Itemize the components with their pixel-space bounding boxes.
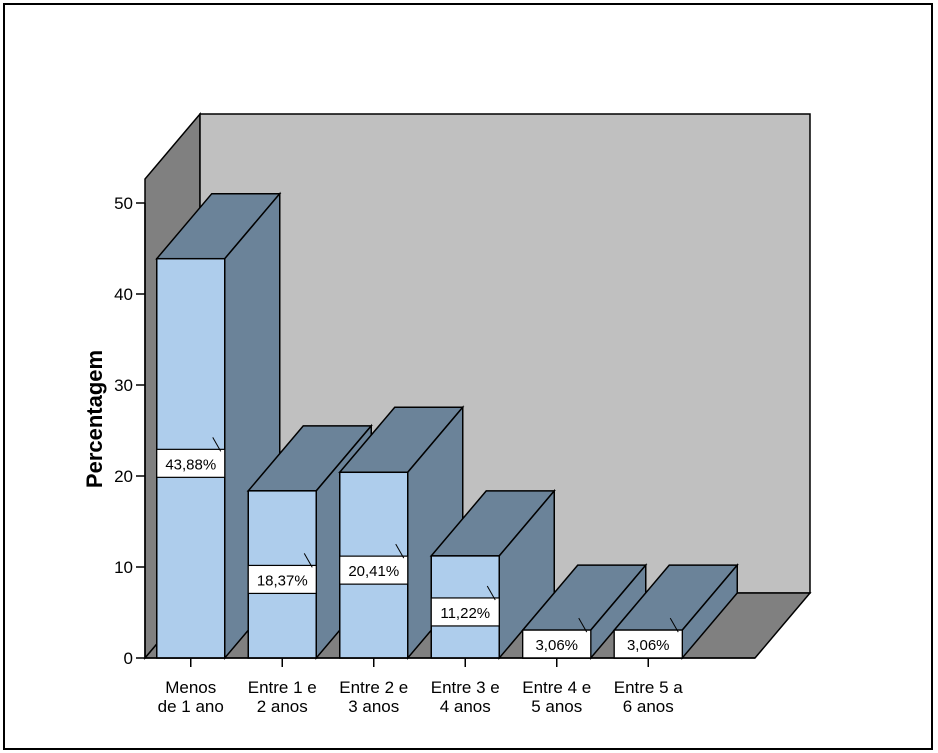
data-label: 43,88%: [165, 456, 216, 473]
data-label: 11,22%: [440, 605, 490, 622]
x-tick-label: 3 anos: [348, 697, 399, 716]
x-tick-label: Entre 3 e: [431, 678, 500, 697]
x-tick-label: Menos: [165, 678, 216, 697]
bar: 11,22%: [429, 488, 556, 661]
data-label-box: [522, 629, 592, 659]
y-axis: 0 10 20 30 40 50: [114, 194, 146, 668]
y-tick-label: 0: [124, 649, 133, 668]
data-label-box: [156, 448, 226, 478]
y-tick-label: 20: [114, 467, 133, 486]
y-tick-label: 40: [114, 285, 133, 304]
data-label-leader: [212, 437, 222, 452]
data-label-box: [247, 564, 317, 595]
data-label-box: [339, 555, 409, 585]
x-tick-label: Entre 4 e: [522, 678, 591, 697]
x-tick-label: Entre 5 a: [614, 678, 684, 697]
x-tick-label: 4 anos: [440, 697, 491, 716]
y-tick-label: 10: [114, 558, 133, 577]
x-tick-label: Entre 2 e: [339, 678, 408, 697]
data-label: 3,06%: [535, 637, 578, 654]
data-label-leader: [486, 585, 496, 601]
data-label: 20,41%: [348, 563, 399, 580]
y-tick-label: 50: [114, 194, 133, 213]
data-label-box: [613, 629, 683, 659]
data-label: 18,37%: [257, 572, 308, 589]
x-tick-label: de 1 ano: [158, 697, 224, 716]
bar: 3,06%: [521, 563, 648, 661]
data-label: 3,06%: [627, 637, 670, 654]
data-label-leader: [303, 553, 313, 568]
x-tick-label: 5 anos: [531, 697, 582, 716]
bars-group: 43,88% 18,37% 20,41% 11,22% 3,06% 3,06%: [155, 191, 739, 661]
data-label-leader: [395, 543, 405, 559]
data-label-leader: [669, 617, 679, 633]
data-label-leader: [578, 617, 588, 633]
x-tick-label: 6 anos: [623, 697, 674, 716]
x-tick-label: Entre 1 e: [248, 678, 317, 697]
bar: 3,06%: [612, 563, 739, 661]
y-axis-label: Percentagem: [82, 350, 107, 488]
y-tick-label: 30: [114, 376, 133, 395]
data-label-box: [430, 597, 500, 627]
x-tick-label: 2 anos: [257, 697, 308, 716]
